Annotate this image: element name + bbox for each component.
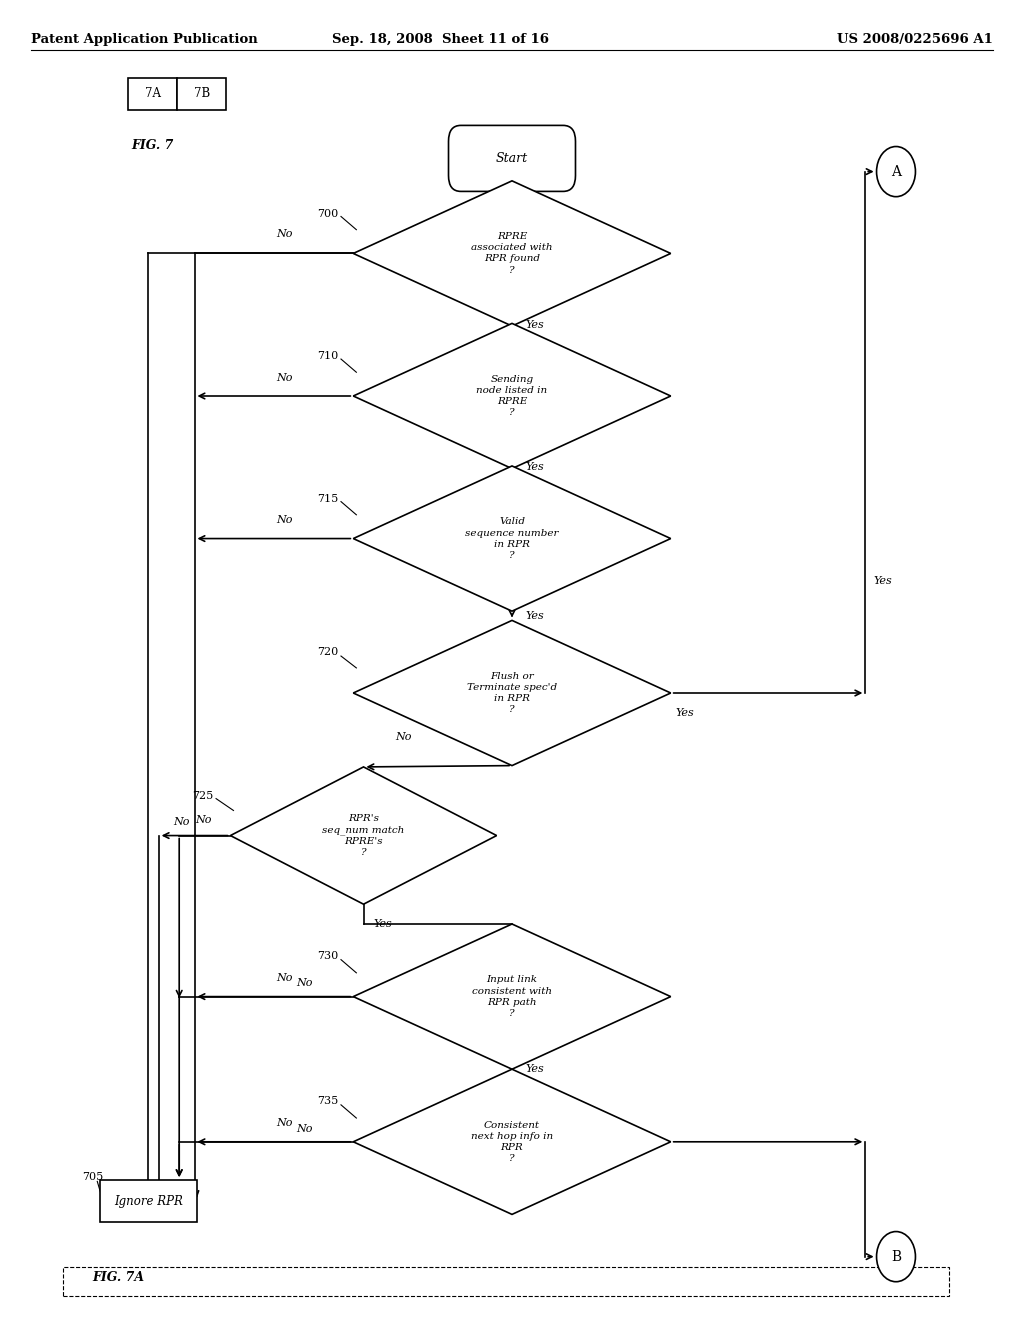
Text: No: No xyxy=(275,228,293,239)
Text: A: A xyxy=(891,165,901,178)
FancyBboxPatch shape xyxy=(449,125,575,191)
Text: No: No xyxy=(275,973,293,983)
Text: Ignore RPR: Ignore RPR xyxy=(114,1195,183,1208)
Text: 730: 730 xyxy=(316,950,338,961)
Circle shape xyxy=(877,147,915,197)
Text: 725: 725 xyxy=(191,791,213,801)
Polygon shape xyxy=(353,181,671,326)
Polygon shape xyxy=(353,323,671,469)
Text: Yes: Yes xyxy=(525,462,544,473)
Bar xyxy=(99,1180,197,1222)
Text: No: No xyxy=(196,814,212,825)
Text: B: B xyxy=(891,1250,901,1263)
Text: No: No xyxy=(275,515,293,525)
Text: 735: 735 xyxy=(316,1096,338,1106)
Text: 7A: 7A xyxy=(144,87,161,100)
Text: 715: 715 xyxy=(316,494,338,504)
Text: Yes: Yes xyxy=(873,576,892,586)
Polygon shape xyxy=(353,924,671,1069)
Text: Yes: Yes xyxy=(525,1064,544,1074)
Text: US 2008/0225696 A1: US 2008/0225696 A1 xyxy=(838,33,993,46)
Text: Yes: Yes xyxy=(525,611,544,620)
Bar xyxy=(128,78,177,110)
Text: 720: 720 xyxy=(316,647,338,657)
Text: 710: 710 xyxy=(316,351,338,362)
Text: No: No xyxy=(275,1118,293,1129)
Text: Flush or
Terminate spec'd
in RPR
?: Flush or Terminate spec'd in RPR ? xyxy=(467,672,557,714)
Polygon shape xyxy=(353,1069,671,1214)
Circle shape xyxy=(877,1232,915,1282)
Text: Sending
node listed in
RPRE
?: Sending node listed in RPRE ? xyxy=(476,375,548,417)
Text: Start: Start xyxy=(496,152,528,165)
Text: FIG. 7: FIG. 7 xyxy=(131,139,173,152)
Polygon shape xyxy=(353,620,671,766)
Text: Input link
consistent with
RPR path
?: Input link consistent with RPR path ? xyxy=(472,975,552,1018)
Polygon shape xyxy=(353,466,671,611)
Text: No: No xyxy=(296,1123,312,1134)
Text: FIG. 7A: FIG. 7A xyxy=(92,1271,144,1284)
Text: RPR's
seq_num match
RPRE's
?: RPR's seq_num match RPRE's ? xyxy=(323,814,404,857)
Text: 7B: 7B xyxy=(194,87,210,100)
Bar xyxy=(177,78,226,110)
Text: Patent Application Publication: Patent Application Publication xyxy=(31,33,257,46)
Text: Sep. 18, 2008  Sheet 11 of 16: Sep. 18, 2008 Sheet 11 of 16 xyxy=(332,33,549,46)
Polygon shape xyxy=(230,767,497,904)
Text: 705: 705 xyxy=(82,1172,103,1183)
Text: Yes: Yes xyxy=(525,319,544,330)
Text: Valid
sequence number
in RPR
?: Valid sequence number in RPR ? xyxy=(465,517,559,560)
Text: Yes: Yes xyxy=(374,919,392,929)
Text: No: No xyxy=(275,372,293,383)
Text: 700: 700 xyxy=(316,209,338,219)
Text: No: No xyxy=(395,731,412,742)
Text: No: No xyxy=(296,978,312,989)
Text: Consistent
next hop info in
RPR
?: Consistent next hop info in RPR ? xyxy=(471,1121,553,1163)
Text: No: No xyxy=(173,817,189,828)
Text: RPRE
associated with
RPR found
?: RPRE associated with RPR found ? xyxy=(471,232,553,275)
Text: Yes: Yes xyxy=(676,708,694,718)
Bar xyxy=(63,1267,949,1296)
